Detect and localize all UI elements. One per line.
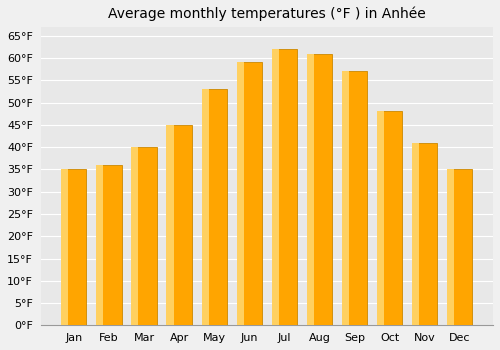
Bar	[342, 71, 349, 326]
Bar	[202, 89, 208, 326]
Bar	[342, 71, 367, 326]
Title: Average monthly temperatures (°F ) in Anhée: Average monthly temperatures (°F ) in An…	[108, 7, 426, 21]
Bar	[61, 169, 86, 326]
Bar	[412, 143, 419, 326]
Bar	[166, 125, 192, 326]
Bar	[377, 111, 402, 326]
Bar	[96, 165, 104, 326]
Bar	[447, 169, 454, 326]
Bar	[377, 111, 384, 326]
Bar	[202, 89, 227, 326]
Bar	[132, 147, 138, 326]
Bar	[412, 143, 438, 326]
Bar	[236, 62, 244, 326]
Bar	[307, 54, 332, 326]
Bar	[166, 125, 173, 326]
Bar	[307, 54, 314, 326]
Bar	[272, 49, 297, 326]
Bar	[61, 169, 68, 326]
Bar	[132, 147, 156, 326]
Bar	[236, 62, 262, 326]
Bar	[272, 49, 279, 326]
Bar	[96, 165, 122, 326]
Bar	[447, 169, 472, 326]
